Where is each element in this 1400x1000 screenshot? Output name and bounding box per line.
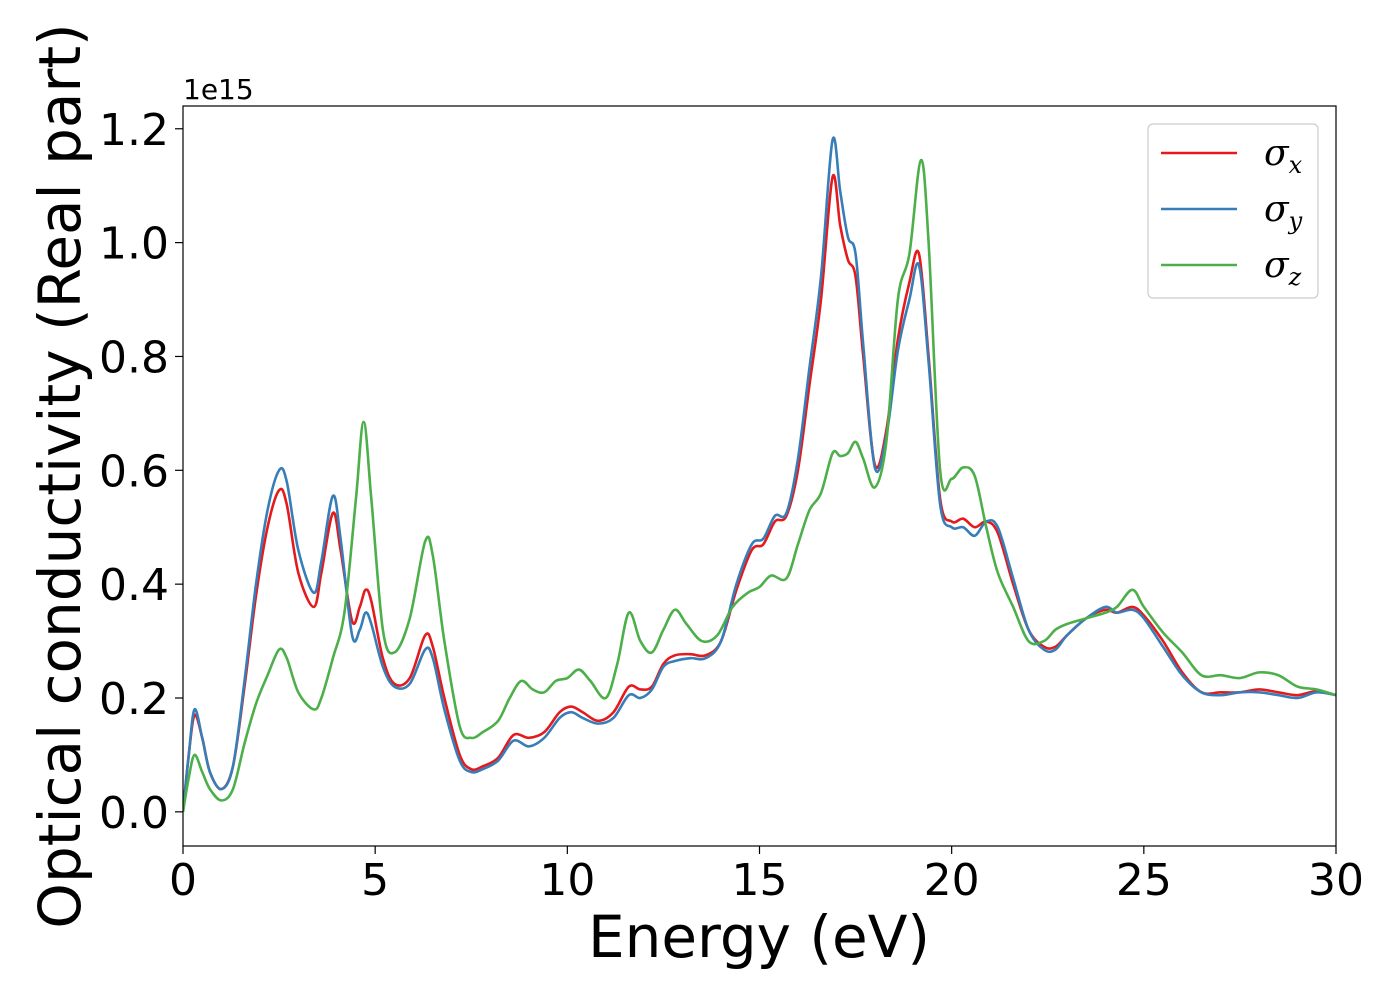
y-tick-label: 0.4: [99, 560, 169, 611]
y-tick-label: 0.0: [99, 788, 169, 839]
x-tick-label: 30: [1308, 855, 1364, 906]
x-tick-label: 10: [539, 855, 595, 906]
x-tick-label: 0: [169, 855, 197, 906]
series-line-y: [183, 136, 1336, 812]
x-tick-label: 25: [1116, 855, 1172, 906]
y-axis-title: Optical conductivity (Real part): [26, 23, 94, 928]
legend-frame: [1147, 123, 1319, 299]
y-offset-label: 1e15: [183, 73, 254, 106]
series-group: [183, 136, 1336, 813]
y-tick-label: 0.6: [99, 446, 169, 497]
series-line-z: [183, 158, 1336, 813]
x-tick-label: 20: [924, 855, 980, 906]
x-axis-title: Energy (eV): [588, 903, 930, 971]
legend-label-z: σz: [1264, 245, 1302, 291]
x-tick-label: 5: [361, 855, 389, 906]
y-axis: 0.0 0.2 0.4 0.6 0.8 1.0 1.2: [99, 105, 183, 839]
y-tick-label: 0.8: [99, 332, 169, 383]
x-tick-label: 15: [732, 855, 788, 906]
y-tick-label: 1.0: [99, 219, 169, 270]
x-axis: 0 5 10 15 20 25 30: [169, 846, 1364, 906]
y-tick-label: 0.2: [99, 674, 169, 725]
y-tick-label: 1.2: [99, 105, 169, 156]
